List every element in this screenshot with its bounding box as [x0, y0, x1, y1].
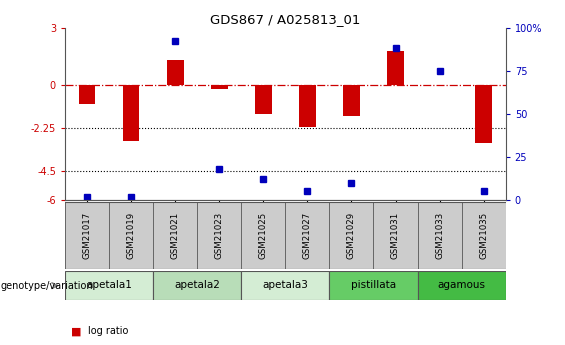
Bar: [123, 85, 140, 141]
Text: GSM21019: GSM21019: [127, 212, 136, 259]
Bar: [387, 51, 404, 85]
Text: GSM21017: GSM21017: [82, 212, 92, 259]
Text: apetala1: apetala1: [86, 280, 132, 290]
Bar: [343, 85, 360, 116]
Bar: [329, 271, 418, 300]
Text: apetala2: apetala2: [174, 280, 220, 290]
Text: GSM21025: GSM21025: [259, 212, 268, 259]
Bar: [255, 85, 272, 114]
Bar: [65, 271, 153, 300]
Bar: [167, 60, 184, 85]
Text: ■: ■: [71, 326, 81, 336]
Text: GSM21021: GSM21021: [171, 212, 180, 259]
Text: genotype/variation: genotype/variation: [1, 281, 93, 290]
Text: GSM21029: GSM21029: [347, 212, 356, 259]
Bar: [79, 85, 95, 104]
Bar: [153, 271, 241, 300]
Title: GDS867 / A025813_01: GDS867 / A025813_01: [210, 13, 360, 27]
Bar: [475, 85, 492, 142]
Text: GSM21023: GSM21023: [215, 212, 224, 259]
Text: GSM21031: GSM21031: [391, 212, 400, 259]
Text: GSM21027: GSM21027: [303, 212, 312, 259]
Text: log ratio: log ratio: [88, 326, 128, 336]
Text: GSM21035: GSM21035: [479, 212, 488, 259]
Bar: [241, 271, 329, 300]
Bar: [211, 85, 228, 89]
Bar: [299, 85, 316, 127]
Text: apetala3: apetala3: [262, 280, 308, 290]
Text: agamous: agamous: [438, 280, 485, 290]
Text: GSM21033: GSM21033: [435, 212, 444, 259]
Bar: [418, 271, 506, 300]
Text: pistillata: pistillata: [351, 280, 396, 290]
